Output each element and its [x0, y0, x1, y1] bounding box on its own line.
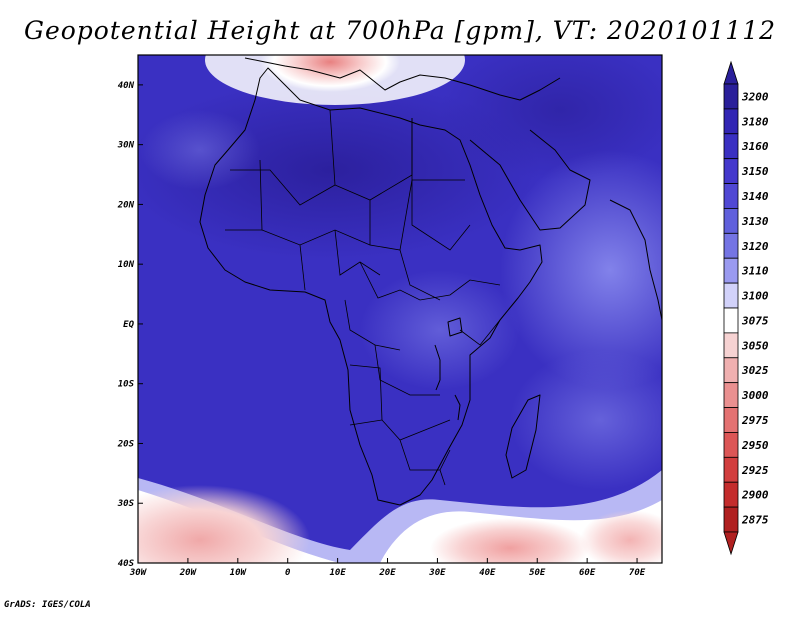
lat-tick-label: 40N	[118, 81, 135, 91]
colorbar-swatch	[723, 432, 739, 458]
lat-tick-label: 20N	[117, 200, 135, 210]
india-coast	[609, 199, 662, 321]
country-borders	[225, 109, 501, 486]
lake-victoria	[447, 317, 463, 337]
colorbar-label: 3110	[741, 265, 769, 278]
arabia-high	[440, 55, 662, 180]
colorbar-label: 2900	[741, 489, 769, 502]
indian-ocean-light	[500, 150, 662, 390]
colorbar-label: 3075	[741, 314, 769, 327]
colorbar-label: 2950	[741, 439, 769, 452]
lon-tick-label: 50E	[529, 568, 546, 578]
lat-tick-label: 10N	[118, 260, 135, 270]
lat-tick-label: EQ	[123, 320, 134, 330]
colorbar-swatch	[723, 332, 739, 359]
colorbar-swatch	[723, 208, 739, 234]
lat-tick-label: 20S	[117, 439, 135, 449]
colorbar-label: 3120	[741, 240, 769, 253]
colorbar-swatch	[723, 232, 739, 259]
colorbar-label: 3160	[741, 140, 769, 153]
colorbar-top-arrow	[723, 60, 739, 85]
southeast-low	[430, 518, 590, 563]
lat-tick-label: 30S	[117, 499, 135, 509]
lon-tick-label: 20E	[378, 568, 396, 578]
colorbar-label: 3180	[741, 115, 769, 128]
colorbar-label: 3140	[741, 190, 769, 203]
africa-coast	[199, 67, 543, 506]
lon-tick-label: 10W	[230, 568, 248, 578]
europe-coast	[244, 57, 561, 101]
lon-tick-label: 10E	[329, 568, 346, 578]
colorbar-bottom-arrow	[723, 531, 739, 556]
colorbar-swatch	[723, 506, 739, 533]
lat-tick-label: 10S	[118, 380, 135, 390]
colorbar-label: 2975	[741, 414, 769, 427]
lake-tanganyika	[434, 344, 441, 391]
plot-frame	[137, 54, 663, 564]
colorbar-label: 3130	[741, 215, 769, 228]
far-southeast-low	[580, 510, 662, 563]
southwest-low	[138, 485, 310, 563]
colorbar-swatch	[723, 257, 739, 284]
colorbar-swatch	[723, 357, 739, 384]
colorbar-label: 2925	[741, 464, 769, 477]
colorbar-swatch	[723, 83, 739, 110]
madagascar	[505, 394, 541, 479]
coastlines	[199, 57, 662, 506]
colorbar-swatch	[723, 282, 739, 309]
lon-tick-label: 30E	[428, 568, 446, 578]
colorbar-swatch	[723, 108, 739, 135]
lat-tick-label: 30N	[117, 141, 135, 151]
grads-credit: GrADS: IGES/COLA	[4, 600, 91, 610]
colorbar-label: 3000	[741, 389, 769, 402]
colorbar-swatch	[723, 307, 739, 334]
colorbar-label: 3100	[741, 290, 769, 303]
arabia-coast	[469, 129, 591, 231]
east-africa-light	[360, 270, 520, 390]
colorbar-label: 3150	[741, 165, 769, 178]
colorbar-swatch	[723, 158, 739, 184]
lon-tick-label: 0	[285, 568, 291, 578]
colorbar-label: 3025	[741, 364, 769, 377]
colorbar-swatch	[723, 407, 739, 433]
colorbar-swatch	[723, 133, 739, 160]
lon-tick-label: 30W	[129, 568, 148, 578]
colorbar: 3200 3180 3160 3150 3140 3130 3120 3110 3100 3075…	[723, 60, 769, 556]
colorbar-label: 3050	[741, 339, 769, 352]
atlantic-light	[140, 110, 260, 190]
map-title: Geopotential Height at 700hPa [gpm], VT:…	[23, 16, 777, 45]
latitude-axis: 40N 30N 20N 10N EQ 10S 20S 30S 40S	[117, 81, 143, 569]
lake-malawi	[454, 394, 461, 421]
lon-tick-label: 40E	[479, 568, 496, 578]
lon-tick-label: 20W	[179, 568, 198, 578]
colorbar-swatch	[723, 481, 739, 508]
colorbar-label: 2875	[741, 514, 769, 527]
lat-tick-label: 40S	[118, 559, 135, 569]
lon-tick-label: 60E	[579, 568, 596, 578]
height-field	[138, 55, 662, 563]
longitude-axis: 30W 20W 10W 0 10E 20E 30E 40E 50E 60E 70E	[129, 558, 646, 578]
colorbar-label: 3200	[741, 90, 769, 103]
madagascar-light	[510, 350, 662, 490]
colorbar-swatch	[723, 382, 739, 408]
north-low	[260, 55, 400, 92]
colorbar-swatch	[723, 456, 739, 483]
colorbar-swatch	[723, 183, 739, 209]
lon-tick-label: 70E	[629, 568, 646, 578]
